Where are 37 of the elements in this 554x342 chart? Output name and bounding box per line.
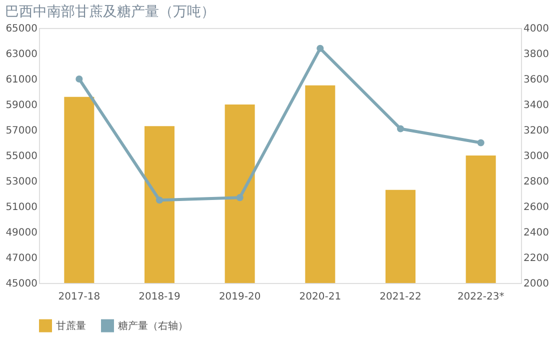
y-tick-label: 51000 (6, 202, 38, 213)
point (396, 125, 404, 132)
y-tick-label: 61000 (6, 74, 38, 86)
x-tick-label: 2018-19 (138, 292, 180, 302)
y2-tick-label: 3600 (524, 74, 549, 86)
y-tick-label: 47000 (6, 253, 38, 264)
point (236, 194, 244, 202)
x-tick-label: 2019-20 (218, 292, 261, 302)
y-tick-label: 57000 (6, 126, 38, 136)
y-tick-label: 65000 (6, 24, 38, 34)
y2-tick-label: 2000 (524, 278, 549, 290)
y-tick-label: 63000 (6, 49, 38, 60)
point (316, 44, 324, 52)
x-tick-label: 2017-18 (58, 292, 100, 302)
y2-tick-label: 2800 (524, 176, 549, 188)
x-tick-label: 2022-23* (457, 292, 504, 302)
y2-tick-label: 3400 (524, 100, 549, 111)
y2-tick-label: 2400 (524, 228, 549, 238)
point (156, 196, 164, 204)
x-tick-label: 2020-21 (299, 292, 342, 302)
y2-tick-label: 2600 (524, 202, 549, 213)
y2-tick-label: 3200 (524, 126, 549, 136)
y2-tick-label: 3800 (524, 49, 549, 60)
legend-label: 糖产量（右轴） (118, 320, 188, 332)
y-tick-label: 59000 (6, 100, 38, 111)
point (76, 75, 83, 83)
y2-tick-label: 3000 (524, 151, 549, 162)
y-tick-label: 55000 (6, 151, 38, 162)
chart-title: 巴西中南部甘蔗及糖产量（万吨） (5, 4, 216, 20)
legend-label: 甘蔗量 (56, 320, 86, 332)
y-tick-label: 49000 (6, 228, 38, 238)
y-tick-label: 45000 (6, 278, 38, 290)
y2-tick-label: 4000 (524, 24, 549, 34)
point (477, 139, 484, 146)
x-tick-label: 2021-22 (380, 292, 422, 302)
y-tick-label: 53000 (6, 176, 38, 188)
y2-tick-label: 2200 (524, 253, 549, 264)
